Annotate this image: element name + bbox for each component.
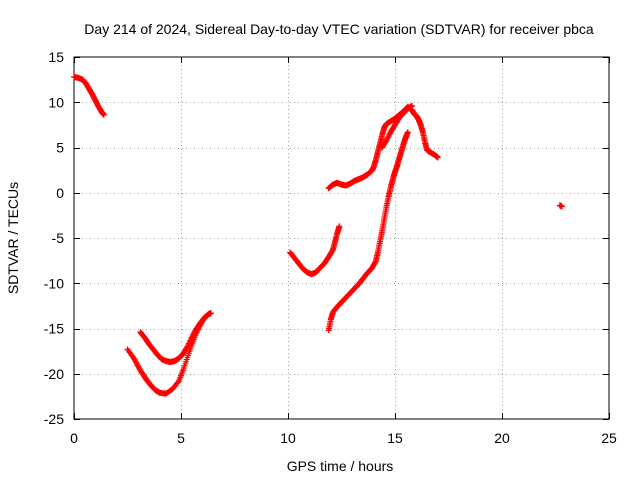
y-tick-label: 0: [56, 185, 64, 201]
series-arc-6: [325, 103, 441, 192]
data-point: [174, 379, 181, 386]
x-tick-label: 20: [494, 430, 510, 446]
data-point: [336, 223, 343, 230]
chart-title: Day 214 of 2024, Sidereal Day-to-day VTE…: [84, 21, 594, 37]
x-tick-label: 15: [387, 430, 403, 446]
data-point: [205, 311, 212, 318]
series-arc-4: [287, 223, 343, 278]
y-tick-label: -25: [44, 411, 64, 427]
axis-ticks: 0 5 10 15 20 25 -25 -20 -15 -10 -5 0 5 10 15: [44, 49, 617, 446]
data-point: [205, 311, 212, 318]
x-tick-label: 5: [177, 430, 185, 446]
data-point: [372, 259, 379, 266]
y-tick-label: -10: [44, 275, 64, 291]
x-axis-label: GPS time / hours: [287, 458, 394, 474]
series-arc-3: [137, 311, 212, 365]
y-tick-label: 5: [56, 140, 64, 156]
y-tick-label: -15: [44, 321, 64, 337]
series-arc-1: [71, 73, 107, 118]
series-arc-7: [379, 102, 416, 151]
x-tick-label: 25: [601, 430, 617, 446]
x-tick-label: 0: [70, 430, 78, 446]
data-point: [404, 129, 411, 136]
data-point: [434, 154, 441, 161]
data-point: [558, 203, 565, 210]
data-markers: [71, 73, 565, 397]
series-arc-5: [325, 129, 411, 334]
y-tick-label: 15: [48, 49, 64, 65]
data-point: [100, 111, 107, 118]
y-tick-label: -5: [52, 230, 65, 246]
data-point: [409, 102, 416, 109]
series-point-1: [556, 202, 565, 210]
y-tick-label: 10: [48, 94, 64, 110]
y-axis-label: SDTVAR / TECUs: [5, 182, 21, 294]
y-tick-label: -20: [44, 366, 64, 382]
grid-lines: [74, 57, 609, 419]
x-tick-label: 10: [280, 430, 296, 446]
